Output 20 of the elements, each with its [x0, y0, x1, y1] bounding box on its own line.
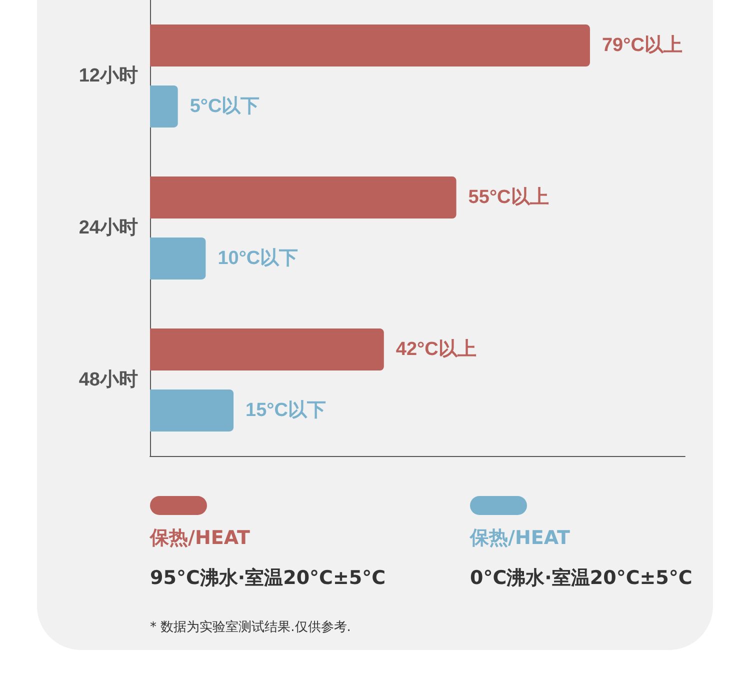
bar — [150, 328, 384, 371]
bar — [150, 389, 234, 432]
legend-label: 保热/HEAT — [150, 526, 252, 551]
legend-label: 保热/HEAT — [470, 526, 572, 551]
y-tick-label: 12小时 — [78, 64, 138, 86]
data-label: 10°C以下 — [218, 246, 298, 269]
bar — [150, 85, 178, 128]
data-label: 15°C以下 — [246, 398, 326, 421]
data-label: 55°C以上 — [468, 186, 549, 208]
y-tick-label: 48小时 — [78, 368, 138, 390]
text: 95°C沸水·室温20°C±5°C — [150, 566, 386, 591]
data-label: 42°C以上 — [396, 338, 476, 360]
bar — [150, 24, 590, 67]
bar — [150, 176, 456, 219]
data-label: 79°C以上 — [602, 34, 682, 56]
text: * 数据为实验室测试结果.仅供参考. — [150, 619, 351, 636]
y-tick-label: 24小时 — [78, 216, 138, 238]
bar — [150, 237, 206, 280]
data-label: 5°C以下 — [190, 94, 260, 117]
text: 0°C沸水·室温20°C±5°C — [470, 566, 692, 591]
